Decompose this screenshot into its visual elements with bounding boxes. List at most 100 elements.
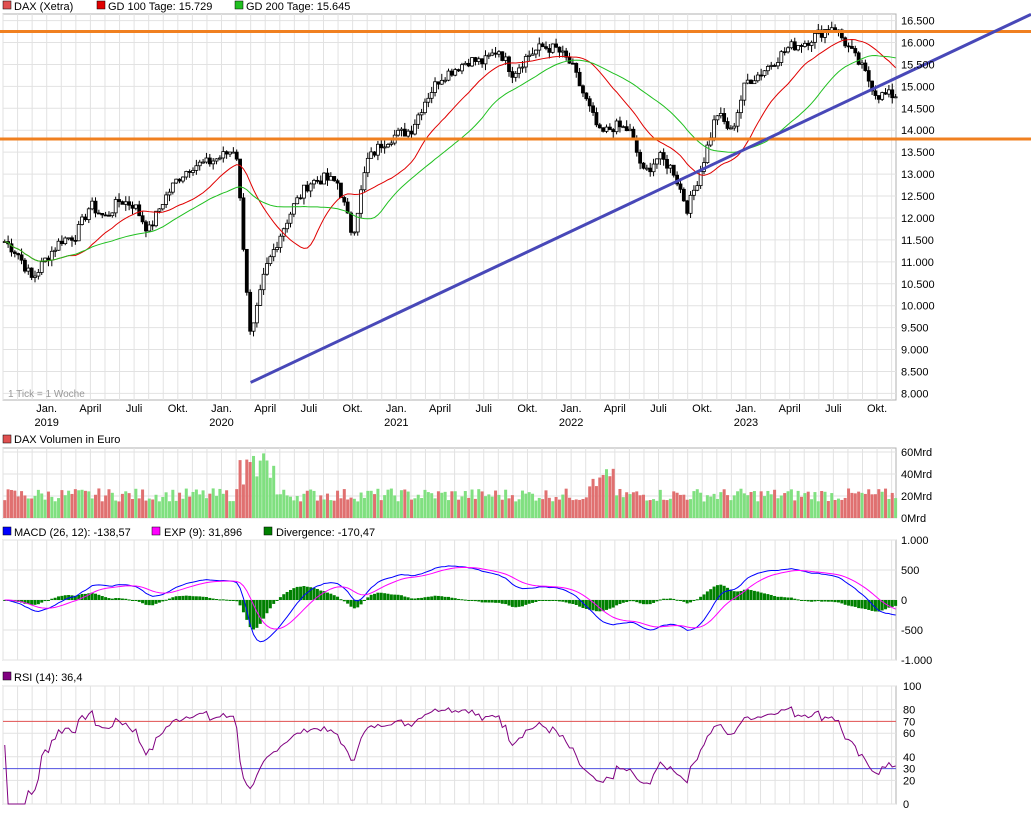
volume-bar [120,493,124,518]
candle-body [342,197,347,203]
candle-body [651,163,656,173]
divergence-bar [57,596,61,600]
volume-bar [665,500,669,518]
candle-body [150,224,155,227]
candle-body [537,43,542,51]
candle-body [886,89,891,95]
candle-body [66,237,71,240]
candle-body [594,112,599,126]
candle-body [63,237,68,245]
rsi-lines [3,706,896,805]
trend-line [250,12,1031,384]
divergence-bar [457,598,461,600]
divergence-bar [712,586,716,600]
candle-body [275,247,279,250]
volume-bar [672,491,676,518]
y-tick-label: 10.000 [901,301,935,313]
y-tick-label: 70 [903,716,915,728]
divergence-bar [181,595,185,600]
divergence-bar [574,600,578,605]
divergence-bar [840,600,844,604]
volume-bar [339,498,343,518]
volume-bar [248,462,252,518]
divergence-bar [110,598,114,600]
volume-bar [638,495,642,518]
volume-bar [695,489,699,518]
volume-bar [783,493,787,518]
volume-bar [315,500,319,518]
candle-body [49,250,54,261]
divergence-bar [349,600,353,607]
divergence-bar [860,600,864,609]
divergence-bar [73,595,77,600]
divergence-bar [541,600,545,601]
candle-body [386,144,390,148]
candle-body [117,199,121,203]
divergence-bar [756,591,760,600]
divergence-bar [534,600,538,603]
volume-bar [494,490,498,518]
candle-body [207,157,212,165]
candle-body [187,171,192,173]
candle-body [86,208,91,221]
divergence-bar [453,598,457,600]
divergence-bar [618,600,622,605]
x-month-label: Okt. [517,403,537,415]
volume-bar [467,497,471,518]
volume-bar [756,501,760,518]
x-month-label: April [429,403,451,415]
candle-body [291,203,296,215]
volume-bar [137,498,141,518]
x-month-label: April [254,403,276,415]
volume-bar [803,493,807,518]
price-legend: DAX (Xetra) GD 100 Tage: 15.729 GD 200 T… [2,0,350,13]
volume-bar [252,455,256,518]
volume-bar [426,492,430,518]
divergence-bar [830,600,834,602]
volume-bar [480,491,484,518]
divergence-bar [884,600,888,610]
legend-macd: MACD (26, 12): -138,57 [14,527,131,539]
volume-bar [786,491,790,518]
candle-body [880,92,885,100]
candle-body [463,62,468,66]
candle-body [258,289,263,306]
divergence-bar [433,595,437,600]
volume-bar [265,460,269,518]
divergence-bar [662,598,666,600]
x-year-label: 2019 [34,417,58,429]
candle-body [453,69,458,76]
volume-legend: DAX Volumen in Euro [2,434,120,446]
divergence-bar [342,600,346,602]
divergence-bar [554,600,558,601]
divergence-bar [500,600,504,604]
volume-bar [736,491,740,518]
candle-body [782,51,787,54]
candle-body [644,167,649,170]
divergence-bar [430,596,434,600]
candle-body [628,128,632,132]
candle-body [73,239,78,242]
y-tick-label: 9.000 [901,345,929,357]
candle-body [90,200,95,210]
divergence-bar [23,600,27,604]
divergence-bar [235,600,239,602]
divergence-bar [204,596,208,600]
divergence-bar [309,587,313,600]
candle-body [480,58,485,65]
volume-bar [682,494,686,518]
divergence-bar [719,584,723,600]
volume-bar [497,494,501,518]
legend-gd200: GD 200 Tage: 15.645 [246,1,350,13]
volume-bar [430,493,434,518]
volume-bar [490,496,494,518]
volume-bar [262,453,266,518]
x-month-label: Okt. [168,403,188,415]
divergence-bar [50,598,54,600]
volume-bar [564,488,568,518]
candle-body [123,201,128,205]
candle-body [671,164,676,176]
candle-body [197,161,202,167]
x-month-label: Juli [475,403,492,415]
candle-body [614,120,619,133]
